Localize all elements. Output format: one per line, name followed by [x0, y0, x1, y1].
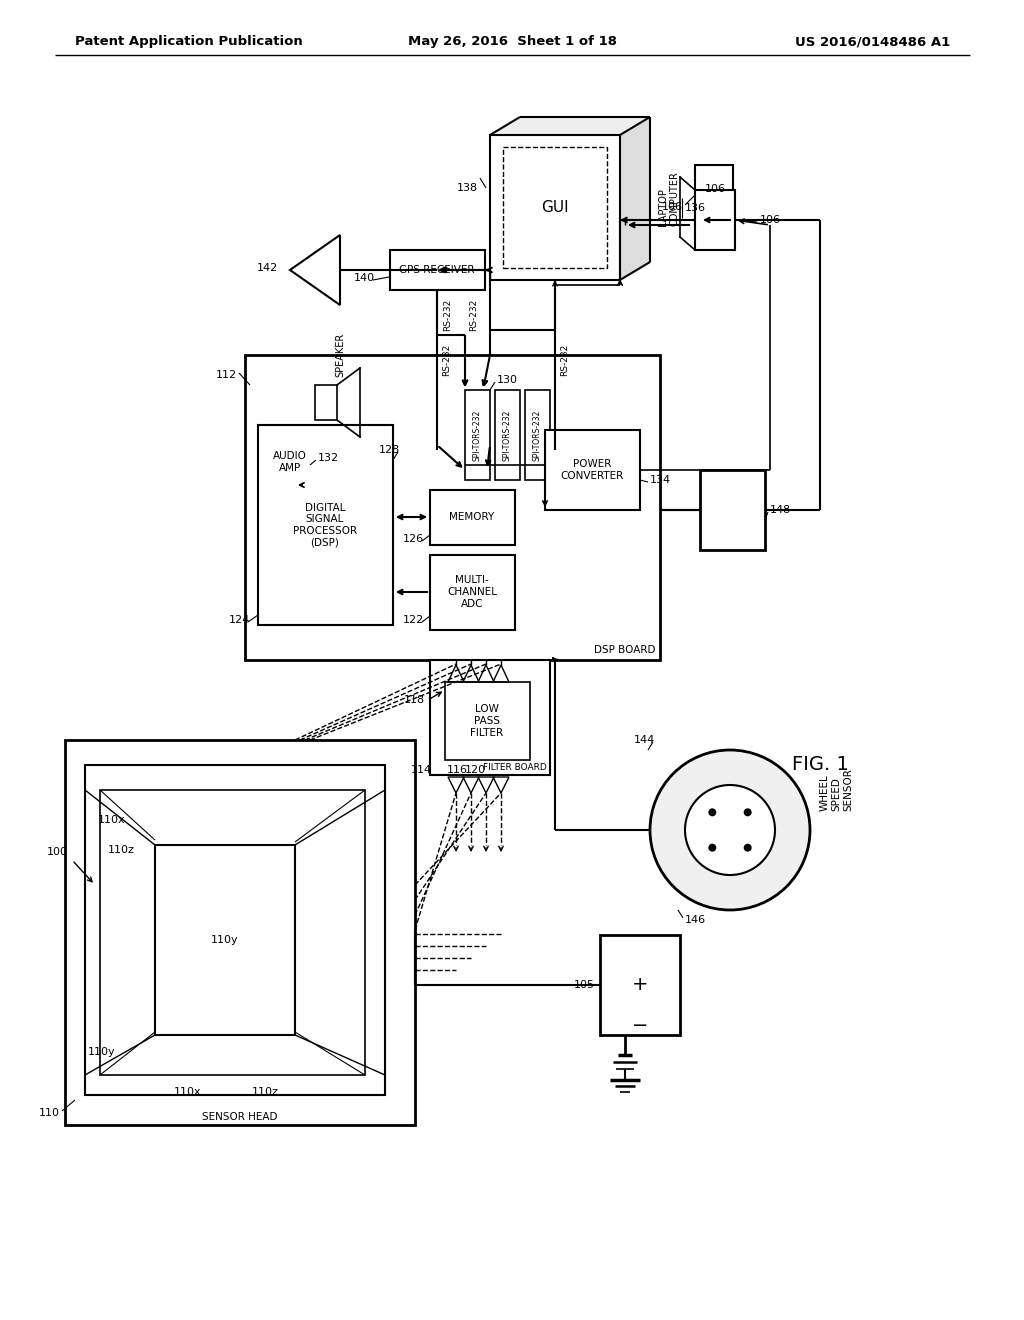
- FancyBboxPatch shape: [465, 389, 490, 480]
- Text: SPI-TORS-232: SPI-TORS-232: [472, 409, 481, 461]
- Circle shape: [685, 785, 775, 875]
- Text: 136: 136: [685, 203, 706, 213]
- FancyBboxPatch shape: [445, 682, 530, 760]
- FancyBboxPatch shape: [100, 789, 365, 1074]
- Circle shape: [743, 843, 752, 851]
- Text: 146: 146: [685, 915, 707, 925]
- Text: 112: 112: [216, 370, 237, 380]
- Text: +: +: [632, 975, 648, 994]
- Text: 106: 106: [662, 202, 683, 213]
- Text: 110y: 110y: [88, 1047, 116, 1057]
- Text: 122: 122: [402, 615, 424, 624]
- Text: LOW
PASS
FILTER: LOW PASS FILTER: [470, 705, 504, 738]
- Circle shape: [743, 808, 752, 816]
- Text: RS-232: RS-232: [560, 345, 569, 376]
- Text: 134: 134: [650, 475, 671, 484]
- Text: SPEAKER: SPEAKER: [335, 333, 345, 378]
- Text: 126: 126: [402, 535, 424, 544]
- Text: WHEEL
SPEED
SENSOR: WHEEL SPEED SENSOR: [820, 768, 853, 812]
- FancyBboxPatch shape: [600, 935, 680, 1035]
- FancyBboxPatch shape: [430, 660, 550, 775]
- Text: FIG. 1: FIG. 1: [792, 755, 849, 775]
- Text: SENSOR HEAD: SENSOR HEAD: [203, 1111, 278, 1122]
- FancyBboxPatch shape: [245, 355, 660, 660]
- FancyBboxPatch shape: [315, 385, 337, 420]
- FancyBboxPatch shape: [695, 190, 735, 249]
- Text: AUDIO
AMP: AUDIO AMP: [273, 451, 307, 473]
- Text: RS-232: RS-232: [443, 298, 453, 331]
- FancyBboxPatch shape: [85, 766, 385, 1096]
- Text: 128: 128: [379, 445, 400, 455]
- FancyBboxPatch shape: [430, 490, 515, 545]
- FancyBboxPatch shape: [65, 741, 415, 1125]
- Text: 132: 132: [318, 453, 339, 463]
- Text: 110x: 110x: [174, 1086, 202, 1097]
- Text: 105: 105: [574, 979, 595, 990]
- Text: SPI-TORS-232: SPI-TORS-232: [503, 409, 512, 461]
- Text: −: −: [632, 1015, 648, 1035]
- Circle shape: [709, 843, 717, 851]
- Text: 110z: 110z: [108, 845, 135, 855]
- Text: 140: 140: [354, 273, 375, 282]
- Text: 106: 106: [760, 215, 781, 224]
- Text: RS-232: RS-232: [442, 345, 451, 376]
- Text: MEMORY: MEMORY: [450, 512, 495, 521]
- Text: 100: 100: [47, 847, 68, 857]
- FancyBboxPatch shape: [695, 165, 733, 224]
- FancyBboxPatch shape: [430, 554, 515, 630]
- Text: 142: 142: [257, 263, 278, 273]
- Text: Patent Application Publication: Patent Application Publication: [75, 36, 303, 49]
- Text: 118: 118: [403, 696, 425, 705]
- Circle shape: [650, 750, 810, 909]
- Text: GPS RECEIVER: GPS RECEIVER: [399, 265, 475, 275]
- Text: RS-232: RS-232: [469, 298, 478, 331]
- FancyBboxPatch shape: [258, 425, 393, 624]
- FancyBboxPatch shape: [490, 135, 620, 280]
- Text: MULTI-
CHANNEL
ADC: MULTI- CHANNEL ADC: [447, 576, 497, 609]
- Text: 144: 144: [634, 735, 655, 744]
- Text: SPI-TORS-232: SPI-TORS-232: [532, 409, 542, 461]
- Text: 130: 130: [497, 375, 518, 385]
- Polygon shape: [490, 117, 650, 135]
- Text: POWER
CONVERTER: POWER CONVERTER: [560, 459, 624, 480]
- FancyBboxPatch shape: [545, 430, 640, 510]
- Polygon shape: [620, 117, 650, 280]
- Text: 106: 106: [705, 183, 726, 194]
- FancyBboxPatch shape: [503, 147, 607, 268]
- Text: GUI: GUI: [542, 201, 568, 215]
- Text: May 26, 2016  Sheet 1 of 18: May 26, 2016 Sheet 1 of 18: [408, 36, 616, 49]
- Text: 138: 138: [457, 183, 478, 193]
- FancyBboxPatch shape: [700, 470, 765, 550]
- Circle shape: [709, 808, 717, 816]
- Text: 116: 116: [447, 766, 468, 775]
- Text: 124: 124: [228, 615, 250, 624]
- FancyBboxPatch shape: [495, 389, 520, 480]
- FancyBboxPatch shape: [155, 845, 295, 1035]
- Text: DSP BOARD: DSP BOARD: [594, 645, 655, 655]
- Text: 110z: 110z: [252, 1086, 279, 1097]
- Text: 114: 114: [411, 766, 432, 775]
- Text: FILTER BOARD: FILTER BOARD: [483, 763, 547, 772]
- Text: 110x: 110x: [98, 814, 126, 825]
- Text: 110y: 110y: [211, 935, 239, 945]
- Text: US 2016/0148486 A1: US 2016/0148486 A1: [795, 36, 950, 49]
- FancyBboxPatch shape: [390, 249, 485, 290]
- Text: DIGITAL
SIGNAL
PROCESSOR
(DSP): DIGITAL SIGNAL PROCESSOR (DSP): [293, 503, 357, 548]
- FancyBboxPatch shape: [525, 389, 550, 480]
- Text: 120: 120: [465, 766, 486, 775]
- Text: 148: 148: [770, 506, 792, 515]
- Text: 110: 110: [39, 1107, 60, 1118]
- Text: LAPTOP
COMPUTER: LAPTOP COMPUTER: [658, 172, 680, 227]
